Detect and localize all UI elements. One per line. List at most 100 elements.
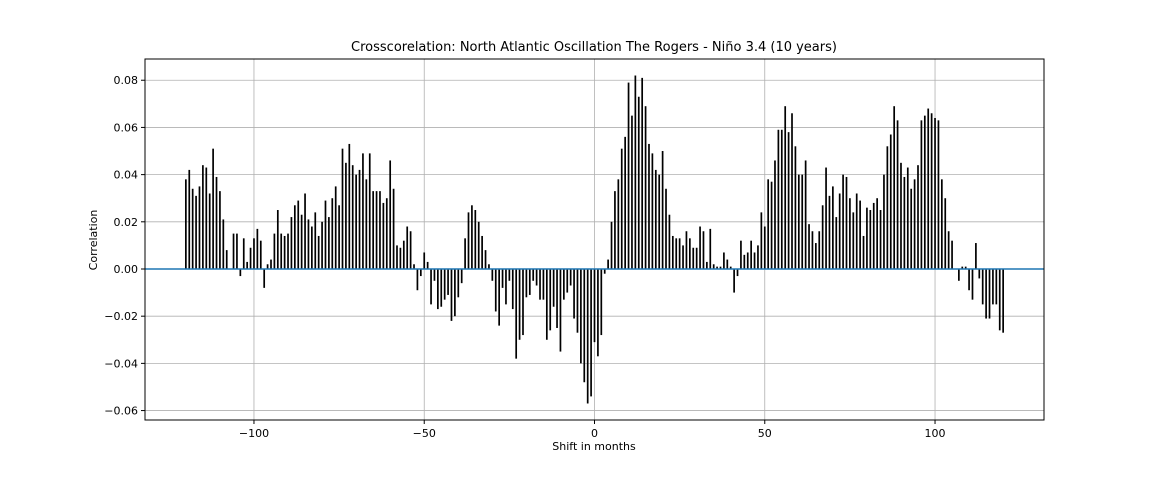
- bar: [192, 189, 194, 269]
- bar: [478, 222, 480, 269]
- bar: [641, 78, 643, 269]
- bar: [880, 210, 882, 269]
- bar: [631, 116, 633, 269]
- bar: [910, 189, 912, 269]
- bar: [982, 269, 984, 304]
- bar: [365, 179, 367, 269]
- bar: [297, 201, 299, 269]
- bar: [417, 269, 419, 290]
- bar: [587, 269, 589, 403]
- bar: [890, 135, 892, 269]
- bar: [423, 252, 425, 269]
- bar: [393, 189, 395, 269]
- bar: [778, 130, 780, 269]
- bar: [726, 260, 728, 269]
- bar: [934, 118, 936, 269]
- y-tick-label: 0.08: [114, 74, 139, 87]
- bar: [614, 191, 616, 269]
- bar: [812, 231, 814, 269]
- bar: [345, 163, 347, 269]
- bar: [866, 208, 868, 269]
- bar: [444, 269, 446, 300]
- bar: [904, 177, 906, 269]
- bar: [348, 144, 350, 269]
- bar: [556, 269, 558, 328]
- bar: [703, 231, 705, 269]
- bar: [277, 210, 279, 269]
- bar: [822, 205, 824, 269]
- bar: [532, 269, 534, 281]
- bar: [400, 248, 402, 269]
- bar: [948, 231, 950, 269]
- bar: [352, 165, 354, 269]
- bar: [682, 245, 684, 269]
- bar: [761, 212, 763, 269]
- bar: [491, 269, 493, 281]
- bar: [447, 269, 449, 295]
- bar: [485, 250, 487, 269]
- bar: [675, 238, 677, 269]
- bar: [801, 175, 803, 269]
- y-tick-label: 0.06: [114, 121, 139, 134]
- bar: [781, 130, 783, 269]
- bar: [379, 191, 381, 269]
- bar: [818, 231, 820, 269]
- bar: [263, 269, 265, 288]
- bar: [549, 269, 551, 330]
- bar: [461, 269, 463, 283]
- bar: [992, 269, 994, 304]
- bar: [321, 222, 323, 269]
- bar: [635, 76, 637, 269]
- bar: [403, 241, 405, 269]
- bar: [621, 149, 623, 269]
- bar: [573, 269, 575, 319]
- bar: [893, 106, 895, 269]
- bar: [434, 269, 436, 281]
- bar: [754, 252, 756, 269]
- y-axis-ticks: −0.06−0.04−0.020.000.020.040.060.08: [104, 74, 145, 417]
- bar: [250, 248, 252, 269]
- bar: [195, 196, 197, 269]
- x-tick-label: 50: [758, 427, 772, 440]
- bar: [709, 229, 711, 269]
- bar: [515, 269, 517, 359]
- x-tick-label: −100: [239, 427, 269, 440]
- bar: [842, 175, 844, 269]
- bar: [440, 269, 442, 307]
- bar: [999, 269, 1001, 330]
- bar: [331, 198, 333, 269]
- bar: [287, 234, 289, 269]
- bar: [852, 212, 854, 269]
- y-axis-label: Correlation: [87, 210, 100, 271]
- bar: [737, 269, 739, 276]
- bar: [914, 179, 916, 269]
- bar: [859, 201, 861, 269]
- bar: [481, 236, 483, 269]
- bar: [679, 238, 681, 269]
- bar: [185, 179, 187, 269]
- bar: [723, 252, 725, 269]
- bar: [989, 269, 991, 319]
- bar: [624, 137, 626, 269]
- bar: [522, 269, 524, 335]
- bar: [376, 191, 378, 269]
- bar: [835, 217, 837, 269]
- bar: [202, 165, 204, 269]
- bar: [389, 160, 391, 269]
- bar: [199, 186, 201, 269]
- bar: [951, 241, 953, 269]
- bar: [941, 179, 943, 269]
- bar: [978, 269, 980, 278]
- bar: [451, 269, 453, 321]
- bar: [692, 248, 694, 269]
- bar: [665, 189, 667, 269]
- bar: [543, 269, 545, 300]
- y-tick-label: 0.04: [114, 169, 139, 182]
- bar: [883, 175, 885, 269]
- bar: [784, 106, 786, 269]
- bar: [669, 215, 671, 269]
- bar: [216, 177, 218, 269]
